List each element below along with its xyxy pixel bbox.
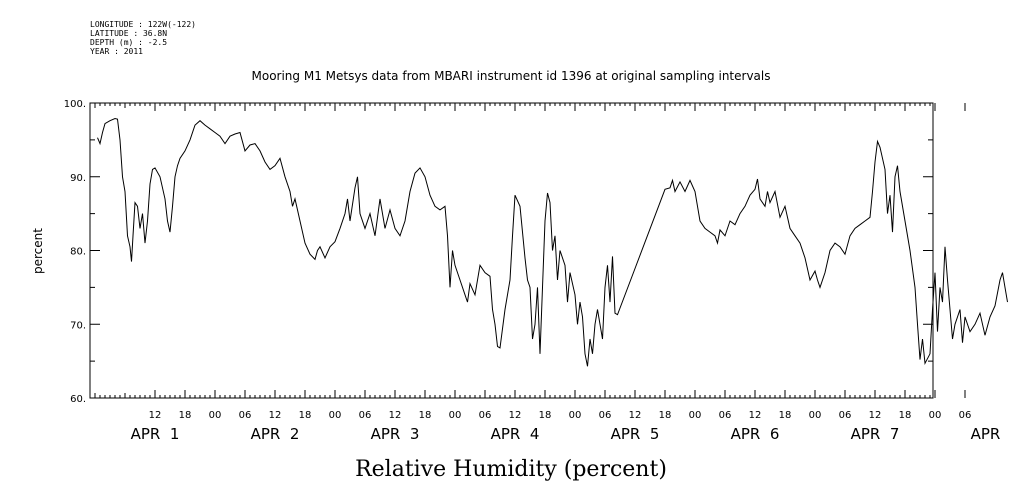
x-hour-label: 12 xyxy=(869,410,882,421)
year-text: YEAR : 2011 xyxy=(90,47,143,56)
x-hour-label: 18 xyxy=(299,410,312,421)
y-tick-label: 80. xyxy=(70,247,86,258)
x-date-label: APR 4 xyxy=(491,425,540,443)
x-hour-label: 12 xyxy=(749,410,762,421)
x-hour-label: 06 xyxy=(839,410,852,421)
x-date-label: APR 7 xyxy=(851,425,900,443)
x-date-label: APR 3 xyxy=(371,425,420,443)
x-hour-label: 12 xyxy=(389,410,402,421)
x-hour-label: 18 xyxy=(179,410,192,421)
x-date-label: APR 5 xyxy=(611,425,660,443)
x-hour-label: 00 xyxy=(929,410,942,421)
latitude-text: LATITUDE : 36.8N xyxy=(90,29,168,38)
x-hour-label: 06 xyxy=(719,410,732,421)
x-hour-label: 00 xyxy=(689,410,702,421)
y-axis: 60. 70. 80. 90. 100. xyxy=(64,99,933,405)
y-tick-label: 70. xyxy=(70,320,86,331)
x-hour-label: 18 xyxy=(899,410,912,421)
x-axis-label: Relative Humidity (percent) xyxy=(355,457,667,482)
x-hour-label: 00 xyxy=(809,410,822,421)
x-hour-label: 18 xyxy=(659,410,672,421)
y-tick-label: 100. xyxy=(64,99,86,110)
y-axis-label: percent xyxy=(31,228,45,274)
x-hour-label: 12 xyxy=(149,410,162,421)
x-hour-label: 06 xyxy=(239,410,252,421)
y-tick-label: 90. xyxy=(70,173,86,184)
x-hour-label: 18 xyxy=(539,410,552,421)
x-hour-label: 18 xyxy=(779,410,792,421)
x-hour-label: 12 xyxy=(629,410,642,421)
x-hour-label: 06 xyxy=(959,410,972,421)
x-hour-label: 00 xyxy=(209,410,222,421)
x-hour-label: 18 xyxy=(419,410,432,421)
x-date-label: APR 8 xyxy=(971,425,1009,443)
x-hour-label: 12 xyxy=(269,410,282,421)
y-tick-label: 60. xyxy=(70,394,86,405)
chart-title: Mooring M1 Metsys data from MBARI instru… xyxy=(252,69,771,83)
x-hour-label: 06 xyxy=(359,410,372,421)
longitude-text: LONGITUDE : 122W(-122) xyxy=(90,20,196,29)
depth-text: DEPTH (m) : -2.5 xyxy=(90,38,168,47)
x-hour-label: 00 xyxy=(329,410,342,421)
x-date-label: APR 1 xyxy=(131,425,180,443)
x-hour-label: 00 xyxy=(569,410,582,421)
x-axis: 12 18 00 06 12 18 00 06 12 18 00 06 12 18 00 06 12 18 00 06… xyxy=(94,103,1009,443)
series-layer xyxy=(97,117,1008,367)
x-hour-label: 12 xyxy=(509,410,522,421)
x-date-label: APR 2 xyxy=(251,425,300,443)
metadata-block: LONGITUDE : 122W(-122) LATITUDE : 36.8N … xyxy=(90,20,196,56)
x-hour-label: 06 xyxy=(479,410,492,421)
humidity-series-line xyxy=(97,117,1008,367)
x-date-label: APR 6 xyxy=(731,425,780,443)
x-hour-label: 00 xyxy=(449,410,462,421)
x-hour-label: 06 xyxy=(599,410,612,421)
